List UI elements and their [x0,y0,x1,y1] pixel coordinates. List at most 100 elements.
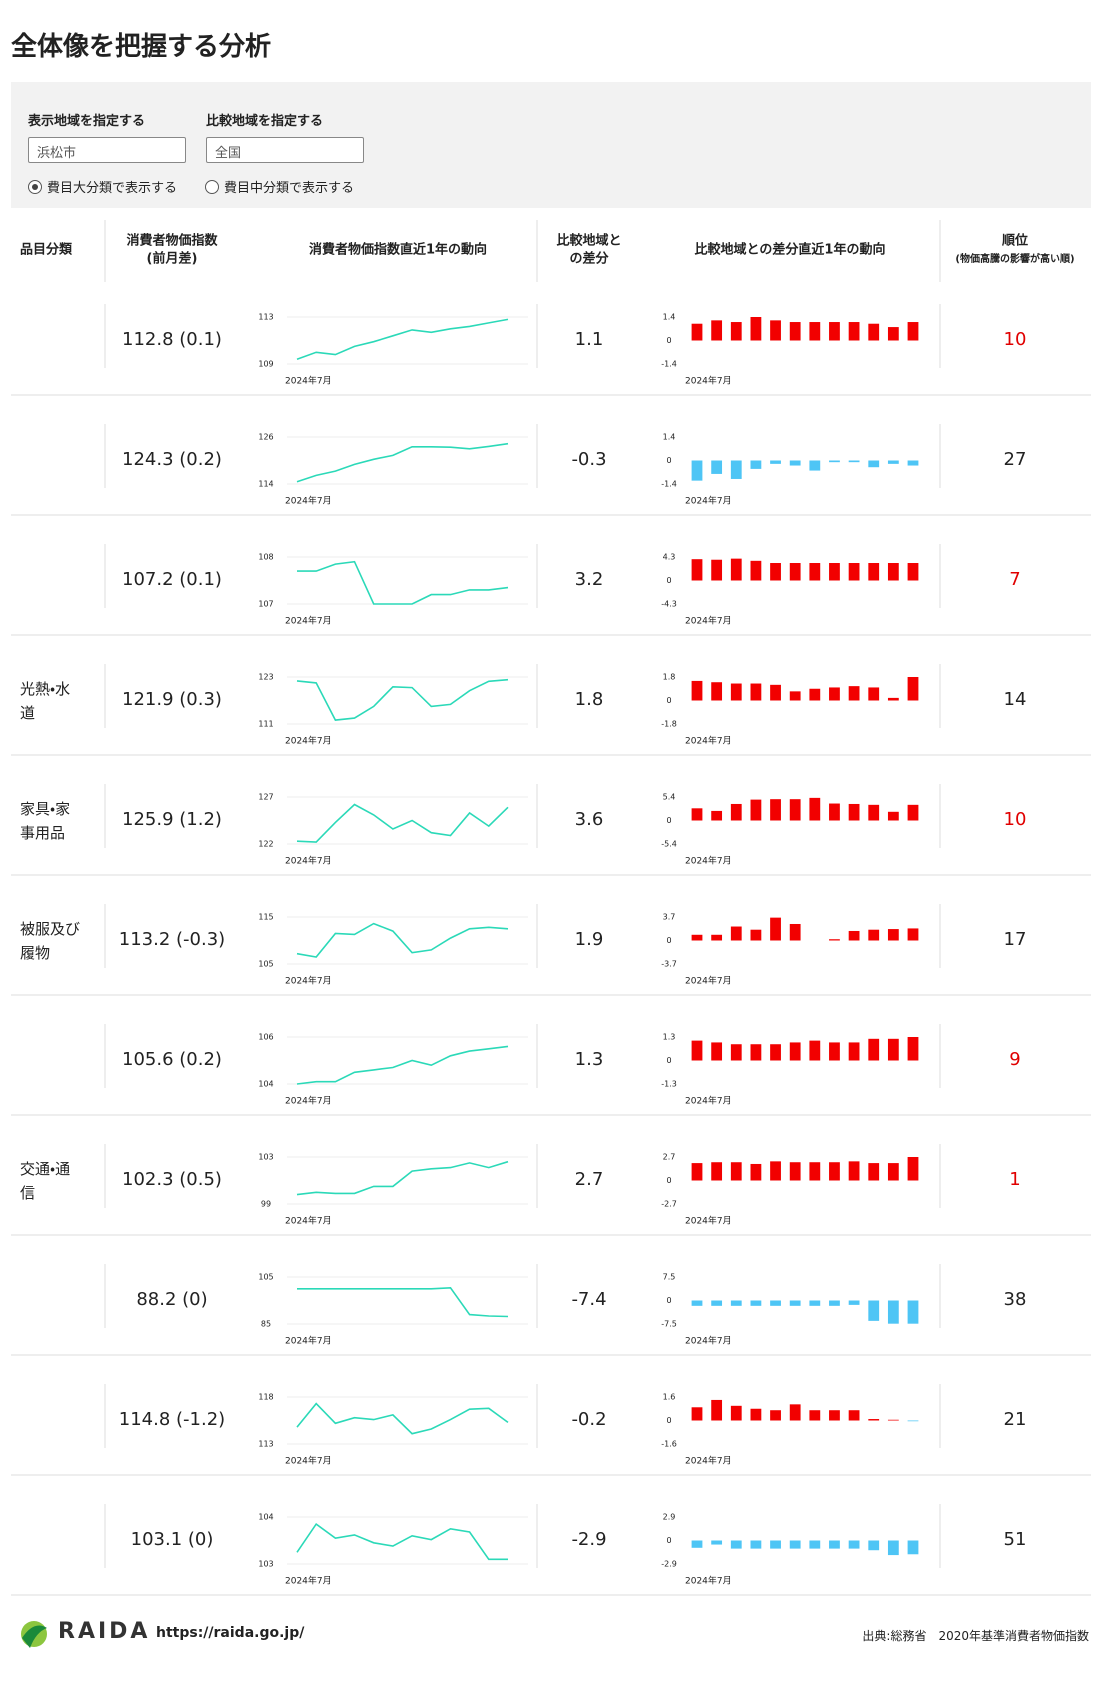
y-tick-label: 105 [258,960,273,969]
diff-bar [711,320,723,341]
compare-input[interactable]: 全国 [206,137,364,163]
diff-bar [848,1300,860,1305]
diff-bar [868,804,880,821]
y-tick-label: 7.5 [663,1273,676,1282]
y-tick-label: 2.7 [663,1153,676,1162]
footer-url[interactable]: https://raida.go.jp/ [156,1625,305,1641]
diff-bar [887,697,899,701]
diff-bar [809,322,821,341]
diff-bar [789,460,801,466]
diff-bar [730,558,742,581]
diff-bar [691,323,703,341]
diff-bar [868,323,880,341]
column-header: (物価高騰の影響が高い順) [955,252,1074,265]
column-header: 比較地域との差分直近1年の動向 [695,242,886,258]
rank: 21 [1004,1409,1027,1430]
diff-value: 1.1 [575,329,604,350]
diff-bar [730,1162,742,1181]
y-tick-label: -2.9 [661,1560,677,1569]
radio-dot[interactable] [205,179,219,194]
index-value: 103.1 (0) [131,1529,214,1550]
diff-bar [750,1408,762,1421]
diff-bar [809,1162,821,1181]
y-tick-label: 1.6 [663,1393,676,1402]
y-tick-label: -3.7 [661,960,677,969]
diff-bar [887,460,899,464]
category: 光熱・水道 [20,680,70,722]
diff-bar [770,1300,781,1306]
diff-bar [809,1540,821,1549]
diff-bar [789,322,801,341]
x-tick-label: 2024年7月 [285,1575,332,1587]
x-tick-label: 2024年7月 [685,735,732,747]
y-tick-label: 109 [258,360,273,369]
y-tick-label: 5.4 [663,793,676,802]
diff-bar [691,460,703,481]
y-tick-label: 0 [666,1536,671,1545]
diff-bar [711,1162,723,1181]
diff-value: -0.3 [571,449,606,470]
y-tick-label: -2.7 [661,1200,677,1209]
rank: 10 [1004,329,1027,350]
rank: 17 [1004,929,1027,950]
diff-value: 1.3 [575,1049,604,1070]
diff-bar [868,1163,880,1181]
y-tick-label: 111 [258,720,273,729]
logo [21,1621,47,1648]
trend-line [296,922,509,958]
x-tick-label: 2024年7月 [285,1455,332,1467]
radio-major[interactable]: 費目大分類で表示する [28,177,177,196]
rank: 10 [1004,809,1027,830]
x-tick-label: 2024年7月 [685,855,732,867]
diff-bar [887,1540,899,1556]
diff-bar [868,687,880,701]
diff-bar [848,460,860,463]
display-label: 表示地域を指定する [28,114,146,129]
diff-value: 3.2 [575,569,604,590]
trend-line [296,318,509,361]
diff-bar [848,1540,860,1549]
diff-bar [711,1399,723,1421]
index-value: 107.2 (0.1) [122,569,222,590]
column-header: 品目分類 [20,242,73,258]
trend-line [296,803,509,843]
column-header: 消費者物価指数直近1年の動向 [309,242,487,258]
diff-bar [711,682,723,701]
y-tick-label: 122 [258,840,273,849]
diff-bar [809,1040,821,1061]
diff-bar [829,1162,840,1181]
y-tick-label: 113 [258,313,273,322]
diff-bar [907,563,919,581]
y-tick-label: 0 [666,1296,671,1305]
rank: 14 [1004,689,1027,710]
diff-bar [907,928,919,941]
diff-bar [691,559,703,581]
y-tick-label: 107 [258,600,273,609]
x-tick-label: 2024年7月 [685,1215,732,1227]
x-tick-label: 2024年7月 [285,615,332,627]
diff-bar [848,1161,860,1181]
diff-bar [770,460,781,464]
index-value: 102.3 (0.5) [122,1169,222,1190]
y-tick-label: 85 [261,1320,271,1329]
y-tick-label: 99 [261,1200,271,1209]
radio-dot[interactable] [28,179,42,194]
column-header: 消費者物価指数 [126,233,218,249]
index-value: 88.2 (0) [136,1289,207,1310]
radio-middle[interactable]: 費目中分類で表示する [205,177,354,196]
y-tick-label: 0 [666,1416,671,1425]
diff-bar [829,1410,840,1421]
y-tick-label: -1.6 [661,1440,677,1449]
diff-bar [730,926,742,941]
diff-bar [907,1420,919,1422]
diff-bar [750,683,762,701]
y-tick-label: 103 [258,1560,273,1569]
display-input[interactable]: 浜松市 [28,137,186,163]
y-tick-label: 126 [258,433,273,442]
diff-bar [868,1419,880,1421]
diff-bar [809,563,821,581]
control-panel: 表示地域を指定する 比較地域を指定する 浜松市 全国 費目大分類で表示する 費目… [11,82,1091,208]
y-tick-label: 127 [258,793,273,802]
diff-bar [770,684,781,701]
